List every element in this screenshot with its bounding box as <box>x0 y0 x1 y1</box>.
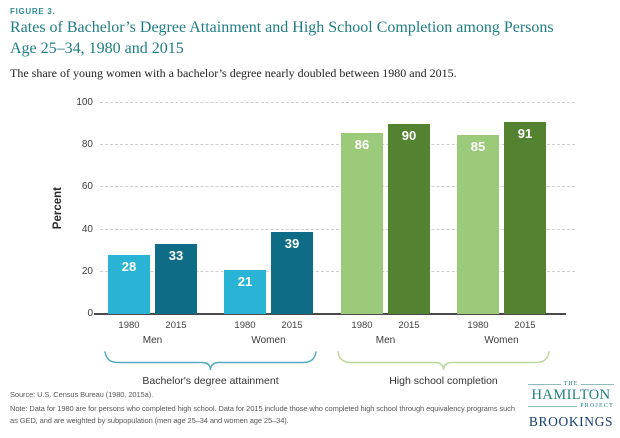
bar-year-label: 1980 <box>234 320 256 331</box>
bar-value-label: 39 <box>284 235 300 251</box>
gridline <box>100 270 575 272</box>
title-line-1: Rates of Bachelor’s Degree Attainment an… <box>10 19 554 36</box>
chart-subtitle: The share of young women with a bachelor… <box>10 66 457 80</box>
logo-rule-right <box>581 383 615 385</box>
y-tick-label: 40 <box>81 223 93 235</box>
logo-project-text: PROJECT <box>580 403 614 409</box>
group-brace <box>337 351 550 371</box>
subgroup-label: Men <box>375 335 396 346</box>
bar-value-label: 86 <box>354 136 370 152</box>
bar: 21 <box>224 269 266 314</box>
bar-value-label: 85 <box>470 138 486 154</box>
logo-rule-project <box>528 405 578 407</box>
gridline <box>100 228 575 230</box>
bar: 86 <box>341 132 383 314</box>
y-tick-label: 0 <box>87 308 93 319</box>
bar-year-label: 2015 <box>165 320 187 331</box>
bar-year-label: 2015 <box>398 320 420 331</box>
gridline <box>100 144 575 146</box>
group-label: High school completion <box>389 375 498 387</box>
bar-year-label: 1980 <box>467 320 489 331</box>
note-line-1: Note: Data for 1980 are for persons who … <box>10 404 515 413</box>
bar: 33 <box>155 244 197 314</box>
logo-the-text: THE <box>563 381 579 387</box>
subgroup-label: Men <box>142 335 163 346</box>
subgroup-label: Women <box>484 335 519 346</box>
y-axis-ticks: 0 20 40 60 80 100 <box>0 97 93 319</box>
logo-brookings-text: BROOKINGS <box>528 414 614 429</box>
y-tick-label: 60 <box>81 181 93 193</box>
x-axis-line <box>94 313 566 315</box>
bar: 85 <box>457 134 499 314</box>
subgroup-label: Women <box>251 335 286 346</box>
bar-value-label: 28 <box>121 258 137 274</box>
bar: 91 <box>504 122 546 314</box>
gridline <box>100 186 575 188</box>
bar-value-label: 33 <box>168 248 184 264</box>
bar-year-label: 1980 <box>118 320 140 331</box>
logo-hamilton-text: HAMILTON <box>531 387 611 403</box>
group-label: Bachelor's degree attainment <box>142 375 279 387</box>
note-line-2: as GED, and are weighted by subpopulatio… <box>10 416 289 425</box>
source-text: Source: U.S. Census Bureau (1980, 2015a)… <box>10 390 154 399</box>
page-title: Rates of Bachelor’s Degree Attainment an… <box>10 17 600 59</box>
figure-label: FIGURE 3. <box>10 7 56 16</box>
gridline <box>100 102 575 103</box>
bar-value-label: 21 <box>237 273 253 289</box>
y-tick-label: 20 <box>81 265 93 277</box>
bar: 39 <box>271 231 313 314</box>
hamilton-project-brookings-logo: THE HAMILTON PROJECT BROOKINGS <box>528 381 615 429</box>
bar: 90 <box>388 124 430 314</box>
chart-plot: 28 1980 33 2015 Men 21 1980 39 2015 Women Bachelor… <box>94 102 575 387</box>
bar-year-label: 1980 <box>351 320 373 331</box>
note-text: Note: Data for 1980 are for persons who … <box>10 403 538 427</box>
title-line-2: Age 25–34, 1980 and 2015 <box>10 40 184 57</box>
bar-value-label: 91 <box>517 126 533 141</box>
bar-year-label: 2015 <box>514 320 536 331</box>
y-tick-label: 80 <box>81 139 93 151</box>
logo-project-row: PROJECT <box>528 403 614 409</box>
group-brace <box>104 351 317 371</box>
logo-the-row: THE <box>528 381 615 387</box>
bar-value-label: 90 <box>401 128 417 144</box>
bar-year-label: 2015 <box>281 320 303 331</box>
y-tick-label: 100 <box>76 97 93 108</box>
bar: 28 <box>108 254 150 314</box>
logo-rule-left <box>528 383 561 385</box>
